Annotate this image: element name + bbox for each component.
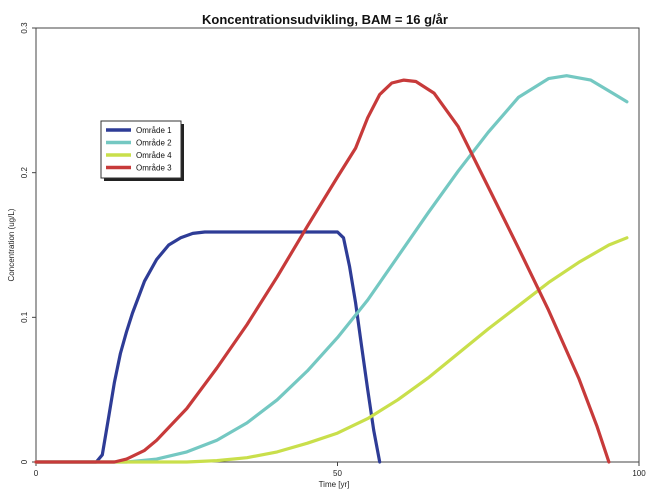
x-tick-label: 100 [632,469,646,478]
plot-area [35,27,640,463]
series-line-1 [34,230,382,464]
series-line-2 [34,74,629,464]
chart-title: Koncentrationsudvikling, BAM = 16 g/år [202,12,448,27]
y-axis-label: Concentration (ug/L) [7,208,16,281]
axis-ticks: 0 50 100 0 0.1 0.2 0.3 [20,22,646,478]
y-tick-label: 0 [20,459,29,464]
legend-label: Område 3 [136,164,172,173]
legend: Område 1 Område 2 Område 4 Område 3 [100,120,184,181]
legend-label: Område 4 [136,151,172,160]
series-line-4 [34,78,611,464]
y-tick-label: 0.2 [20,167,29,179]
x-tick-label: 0 [34,469,39,478]
x-tick-label: 50 [333,469,342,478]
x-axis-label: Time [yr] [319,480,350,489]
series-line-3 [34,236,629,464]
legend-label: Område 1 [136,126,172,135]
y-tick-label: 0.3 [20,22,29,34]
series-lines [34,74,629,464]
legend-label: Område 2 [136,139,172,148]
plot-frame [35,27,640,463]
y-tick-label: 0.1 [20,311,29,323]
